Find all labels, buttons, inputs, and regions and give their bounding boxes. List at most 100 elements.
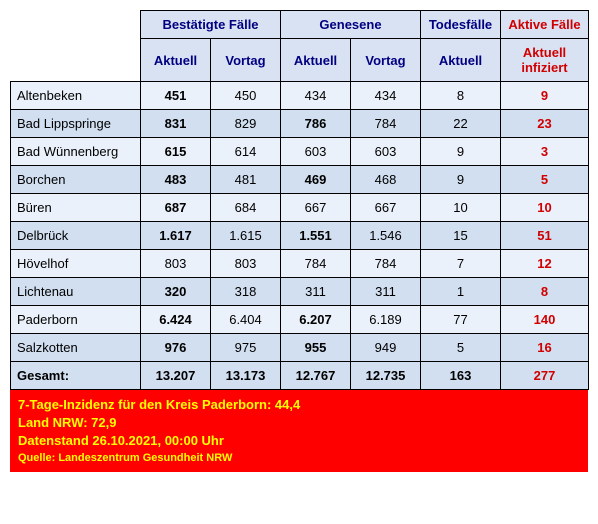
sub-active-current: Aktuell infiziert <box>501 39 589 82</box>
confirmed-prev: 481 <box>211 166 281 194</box>
confirmed-current: 6.424 <box>141 306 211 334</box>
table-row: Hövelhof803803784784712 <box>11 250 589 278</box>
recovered-prev: 6.189 <box>351 306 421 334</box>
recovered-current: 786 <box>281 110 351 138</box>
row-name: Büren <box>11 194 141 222</box>
sub-recovered-current: Aktuell <box>281 39 351 82</box>
confirmed-current: 483 <box>141 166 211 194</box>
deaths-current: 5 <box>421 334 501 362</box>
recovered-prev: 784 <box>351 110 421 138</box>
row-name: Paderborn <box>11 306 141 334</box>
deaths-current: 9 <box>421 138 501 166</box>
footer-incidence: 7-Tage-Inzidenz für den Kreis Paderborn:… <box>18 396 580 414</box>
recovered-current: 469 <box>281 166 351 194</box>
confirmed-prev: 1.615 <box>211 222 281 250</box>
confirmed-prev: 318 <box>211 278 281 306</box>
recovered-current: 603 <box>281 138 351 166</box>
table-row: Büren6876846676671010 <box>11 194 589 222</box>
deaths-current: 7 <box>421 250 501 278</box>
active-current: 12 <box>501 250 589 278</box>
table-row: Salzkotten976975955949516 <box>11 334 589 362</box>
header-deaths: Todesfälle <box>421 11 501 39</box>
confirmed-prev: 450 <box>211 82 281 110</box>
recovered-current: 6.207 <box>281 306 351 334</box>
recovered-current: 667 <box>281 194 351 222</box>
sub-recovered-prev: Vortag <box>351 39 421 82</box>
recovered-current: 1.551 <box>281 222 351 250</box>
table-row: Lichtenau32031831131118 <box>11 278 589 306</box>
confirmed-current: 451 <box>141 82 211 110</box>
active-current: 16 <box>501 334 589 362</box>
active-current: 23 <box>501 110 589 138</box>
row-name: Salzkotten <box>11 334 141 362</box>
row-name: Altenbeken <box>11 82 141 110</box>
active-current: 9 <box>501 82 589 110</box>
active-current: 8 <box>501 278 589 306</box>
footer-box: 7-Tage-Inzidenz für den Kreis Paderborn:… <box>10 390 588 472</box>
recovered-prev: 949 <box>351 334 421 362</box>
recovered-prev: 667 <box>351 194 421 222</box>
confirmed-prev: 6.404 <box>211 306 281 334</box>
table-row: Borchen48348146946895 <box>11 166 589 194</box>
header-confirmed: Bestätigte Fälle <box>141 11 281 39</box>
sub-confirmed-current: Aktuell <box>141 39 211 82</box>
deaths-current: 1 <box>421 278 501 306</box>
deaths-current: 9 <box>421 166 501 194</box>
confirmed-current: 320 <box>141 278 211 306</box>
total-confirmed-prev: 13.173 <box>211 362 281 390</box>
recovered-prev: 468 <box>351 166 421 194</box>
active-current: 3 <box>501 138 589 166</box>
deaths-current: 8 <box>421 82 501 110</box>
table-body: Altenbeken45145043443489Bad Lippspringe8… <box>11 82 589 390</box>
total-row: Gesamt:13.20713.17312.76712.735163277 <box>11 362 589 390</box>
total-recovered-prev: 12.735 <box>351 362 421 390</box>
confirmed-current: 803 <box>141 250 211 278</box>
blank-corner <box>11 11 141 82</box>
confirmed-current: 976 <box>141 334 211 362</box>
recovered-prev: 1.546 <box>351 222 421 250</box>
row-name: Delbrück <box>11 222 141 250</box>
confirmed-current: 831 <box>141 110 211 138</box>
table-row: Altenbeken45145043443489 <box>11 82 589 110</box>
recovered-current: 434 <box>281 82 351 110</box>
table-row: Delbrück1.6171.6151.5511.5461551 <box>11 222 589 250</box>
confirmed-prev: 829 <box>211 110 281 138</box>
row-name: Lichtenau <box>11 278 141 306</box>
recovered-prev: 311 <box>351 278 421 306</box>
confirmed-current: 687 <box>141 194 211 222</box>
sub-confirmed-prev: Vortag <box>211 39 281 82</box>
active-current: 140 <box>501 306 589 334</box>
active-current: 51 <box>501 222 589 250</box>
table-row: Paderborn6.4246.4046.2076.18977140 <box>11 306 589 334</box>
confirmed-prev: 614 <box>211 138 281 166</box>
confirmed-current: 615 <box>141 138 211 166</box>
sub-deaths-current: Aktuell <box>421 39 501 82</box>
recovered-current: 311 <box>281 278 351 306</box>
confirmed-prev: 684 <box>211 194 281 222</box>
header-active: Aktive Fälle <box>501 11 589 39</box>
deaths-current: 15 <box>421 222 501 250</box>
footer-nrw: Land NRW: 72,9 <box>18 414 580 432</box>
total-deaths: 163 <box>421 362 501 390</box>
deaths-current: 22 <box>421 110 501 138</box>
row-name: Bad Lippspringe <box>11 110 141 138</box>
active-current: 5 <box>501 166 589 194</box>
active-current: 10 <box>501 194 589 222</box>
total-confirmed-current: 13.207 <box>141 362 211 390</box>
row-name: Bad Wünnenberg <box>11 138 141 166</box>
covid-table: Bestätigte Fälle Genesene Todesfälle Akt… <box>10 10 589 390</box>
recovered-current: 955 <box>281 334 351 362</box>
recovered-current: 784 <box>281 250 351 278</box>
header-recovered: Genesene <box>281 11 421 39</box>
confirmed-prev: 803 <box>211 250 281 278</box>
row-name: Hövelhof <box>11 250 141 278</box>
row-name: Borchen <box>11 166 141 194</box>
confirmed-prev: 975 <box>211 334 281 362</box>
total-recovered-current: 12.767 <box>281 362 351 390</box>
confirmed-current: 1.617 <box>141 222 211 250</box>
deaths-current: 77 <box>421 306 501 334</box>
recovered-prev: 784 <box>351 250 421 278</box>
total-active: 277 <box>501 362 589 390</box>
table-row: Bad Lippspringe8318297867842223 <box>11 110 589 138</box>
footer-date: Datenstand 26.10.2021, 00:00 Uhr <box>18 432 580 450</box>
